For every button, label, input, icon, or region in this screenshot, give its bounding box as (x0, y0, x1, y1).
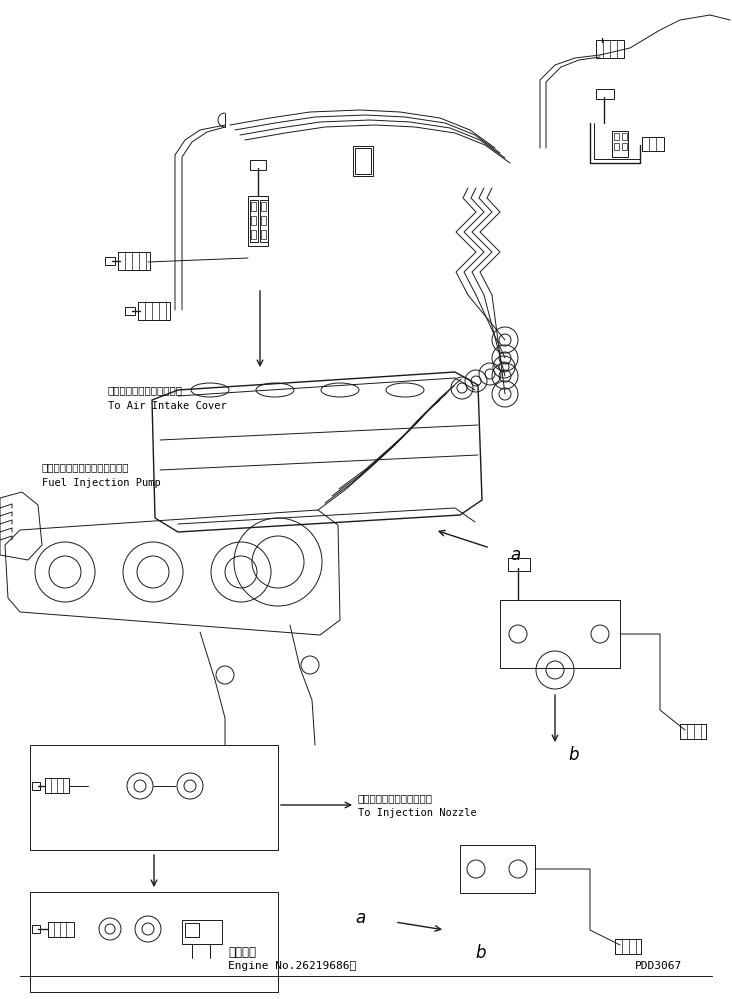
Text: b: b (475, 944, 485, 962)
Bar (596, 40, 624, 58)
Bar (118, 252, 150, 270)
Bar (250, 160, 266, 170)
Bar (680, 724, 706, 739)
Bar (622, 143, 627, 150)
Text: フェルインジェクションポンプ: フェルインジェクションポンプ (42, 462, 130, 472)
Bar (508, 558, 530, 571)
Text: To Air Intake Cover: To Air Intake Cover (108, 401, 227, 411)
Bar (355, 148, 371, 174)
Bar (251, 202, 256, 211)
Bar (32, 782, 40, 790)
Text: PDD3067: PDD3067 (635, 961, 682, 971)
Bar (48, 922, 74, 937)
Bar (248, 196, 268, 246)
Bar (105, 257, 115, 265)
Bar (261, 230, 266, 239)
Bar (261, 202, 266, 211)
Bar (353, 146, 373, 176)
Bar (596, 89, 614, 99)
Text: Fuel Injection Pump: Fuel Injection Pump (42, 478, 161, 488)
Bar (30, 745, 278, 850)
Bar (45, 778, 69, 793)
Bar (251, 216, 256, 225)
Bar (138, 302, 170, 320)
Bar (182, 920, 222, 944)
Bar (30, 892, 278, 992)
Bar (614, 133, 619, 140)
Bar (185, 923, 199, 937)
Bar (612, 131, 628, 157)
Bar (251, 230, 256, 239)
Bar (260, 200, 268, 242)
Bar (642, 137, 664, 151)
Bar (615, 939, 641, 954)
Text: a: a (510, 546, 520, 564)
Bar (250, 200, 258, 242)
Bar (622, 133, 627, 140)
Bar (125, 307, 135, 315)
Text: インジェクションノズルへ: インジェクションノズルへ (358, 793, 433, 803)
Text: b: b (568, 746, 578, 764)
Bar (261, 216, 266, 225)
Bar (32, 925, 40, 933)
Text: Engine No.26219686～: Engine No.26219686～ (228, 961, 356, 971)
Text: a: a (355, 909, 365, 927)
Text: To Injection Nozzle: To Injection Nozzle (358, 808, 477, 818)
Bar (614, 143, 619, 150)
Text: エアーインテークカバーへ: エアーインテークカバーへ (108, 385, 183, 395)
Bar (500, 600, 620, 668)
Text: 適用号機: 適用号機 (228, 945, 256, 958)
Bar (460, 845, 535, 893)
